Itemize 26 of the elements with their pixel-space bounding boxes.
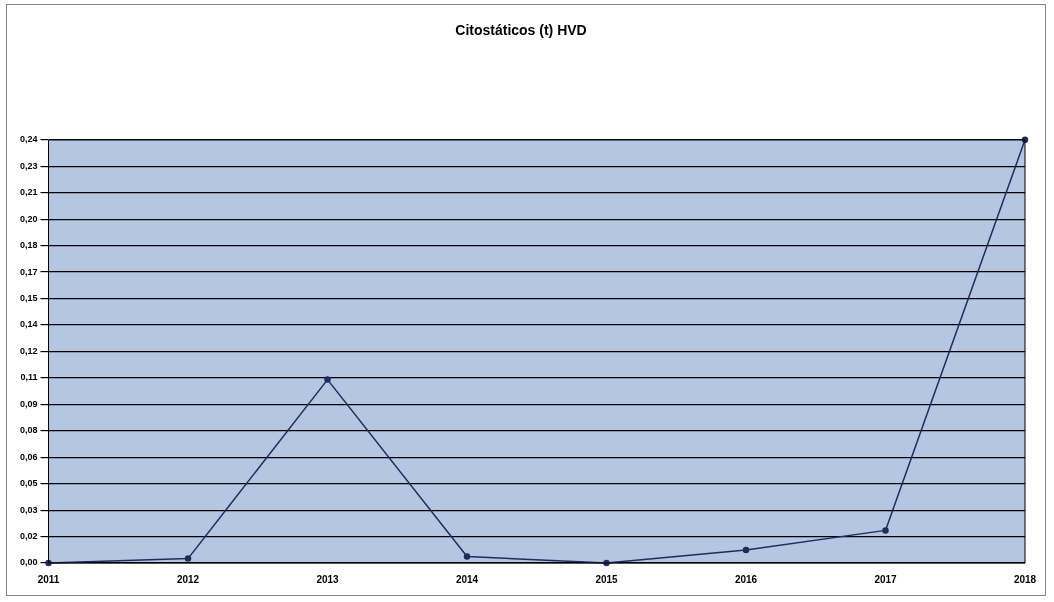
y-tick-label: 0,17 [19,266,38,277]
y-tick-label: 0,14 [19,319,38,330]
y-tick-label: 0,05 [19,478,38,489]
x-tick-label: 2012 [176,573,200,585]
x-tick-label: 2013 [316,573,340,585]
y-tick-label: 0,18 [19,240,38,251]
chart-title: Citostáticos (t) HVD [455,22,587,39]
y-tick-label: 0,20 [19,213,38,224]
x-tick-label: 2016 [734,573,758,585]
y-tick-label: 0,11 [20,372,38,383]
x-tick-label: 2015 [595,573,619,585]
y-tick-label: 0,21 [19,187,38,198]
x-tick-label: 2018 [1013,573,1037,585]
y-tick-label: 0,06 [19,451,38,462]
y-tick-label: 0,23 [19,160,38,171]
x-tick-label: 2014 [455,573,479,585]
y-tick-label: 0,00 [19,557,38,568]
y-tick-label: 0,15 [19,292,38,303]
y-tick-label: 0,02 [19,531,38,542]
y-tick-label: 0,09 [19,398,38,409]
x-tick-label: 2017 [874,573,898,585]
y-tick-label: 0,08 [19,425,38,436]
y-tick-label: 0,12 [19,345,38,356]
y-tick-label: 0,24 [19,134,38,145]
x-tick-label: 2011 [37,573,60,585]
y-tick-label: 0,03 [19,504,38,515]
